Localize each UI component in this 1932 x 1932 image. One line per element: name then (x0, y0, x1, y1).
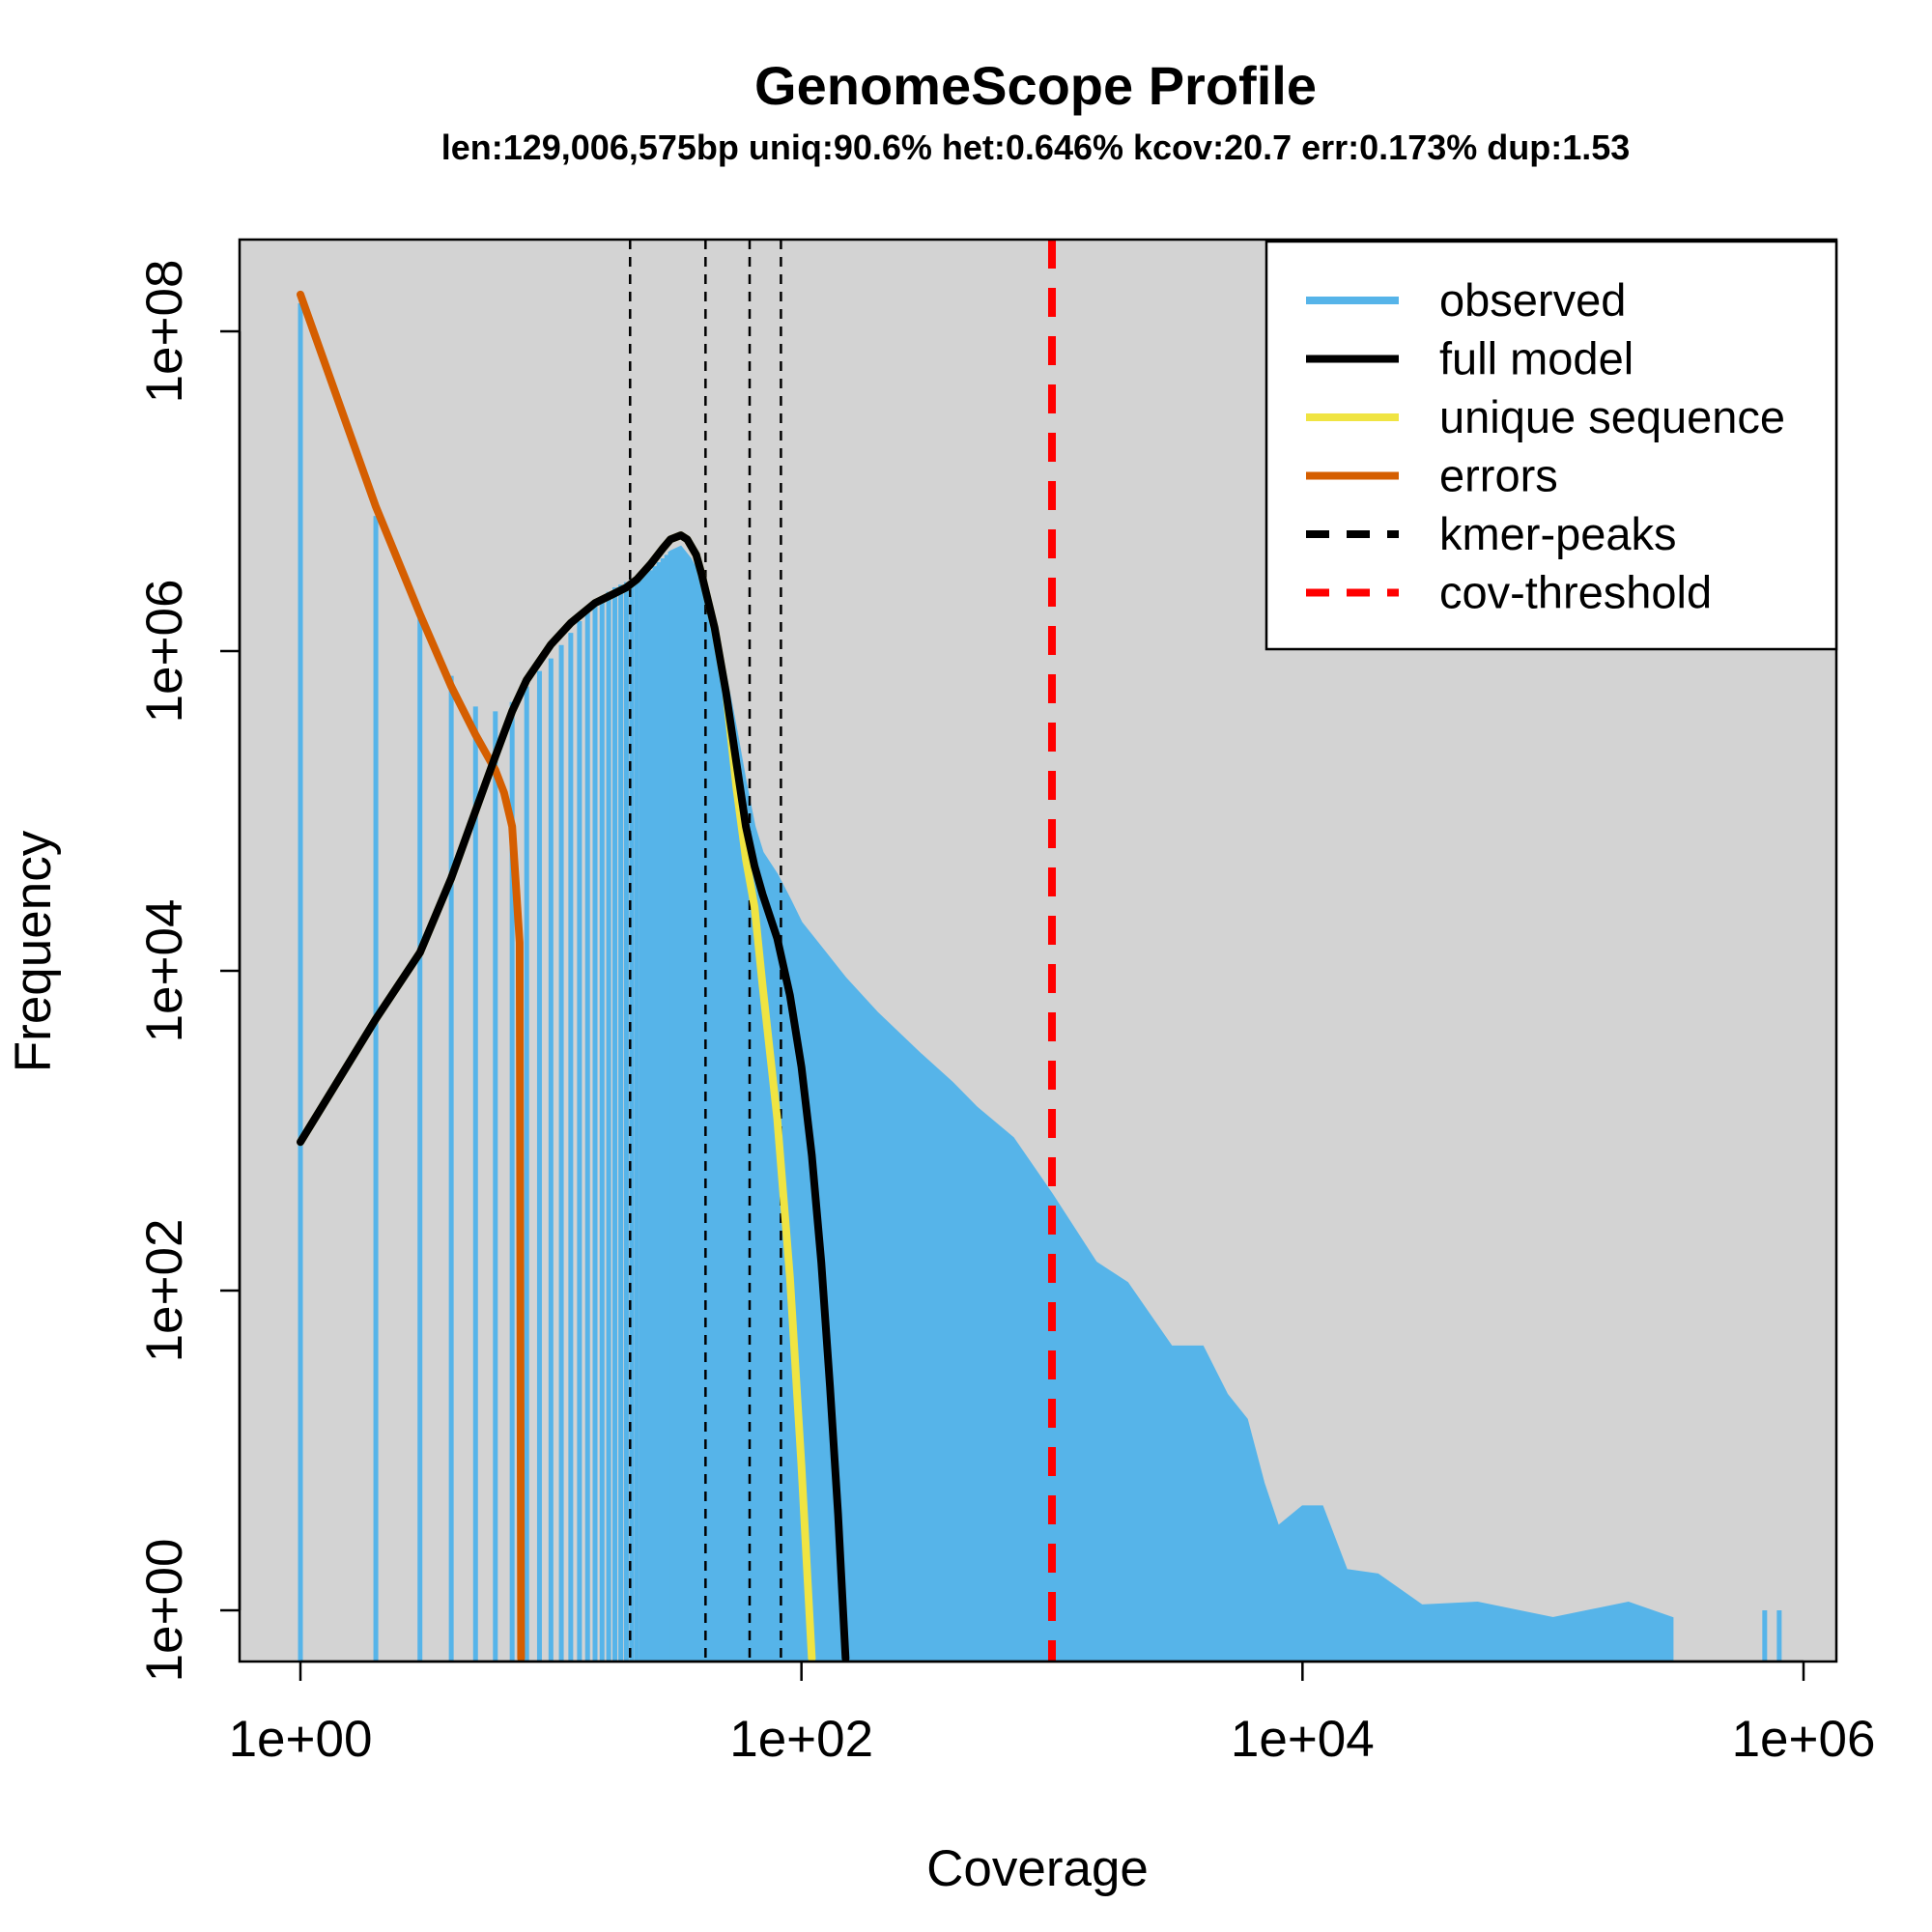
x-tick-label: 1e+04 (1231, 1711, 1375, 1768)
y-tick-label: 1e+02 (136, 1219, 193, 1363)
errors-line (297, 290, 526, 1662)
x-axis: 1e+00 1e+02 1e+04 1e+06 (229, 1660, 1876, 1768)
legend-label: cov-threshold (1439, 567, 1712, 618)
y-tick-label: 1e+04 (136, 899, 193, 1043)
legend-label: observed (1439, 274, 1626, 326)
observed-area (669, 545, 1674, 1662)
y-tick-label: 1e+00 (136, 1539, 193, 1683)
x-tick-label: 1e+00 (229, 1711, 373, 1768)
chart-subtitle: len:129,006,575bp uniq:90.6% het:0.646% … (441, 128, 1631, 167)
legend-label: errors (1439, 450, 1558, 501)
x-tick-label: 1e+06 (1732, 1711, 1876, 1768)
y-tick-label: 1e+08 (136, 260, 193, 404)
full-model-line (297, 531, 850, 1662)
legend: observed full model unique sequence errors k… (1264, 240, 1838, 651)
legend-label: unique sequence (1439, 391, 1785, 442)
y-axis-label: Frequency (5, 830, 62, 1072)
y-axis: 1e+00 1e+02 1e+04 1e+06 1e+08 (136, 260, 242, 1683)
y-tick-label: 1e+06 (136, 580, 193, 724)
legend-label: kmer-peaks (1439, 508, 1677, 559)
x-tick-label: 1e+02 (729, 1711, 873, 1768)
chart-title: GenomeScope Profile (754, 55, 1317, 116)
x-axis-label: Coverage (926, 1840, 1149, 1897)
legend-box (1264, 240, 1838, 651)
legend-label: full model (1439, 333, 1634, 384)
